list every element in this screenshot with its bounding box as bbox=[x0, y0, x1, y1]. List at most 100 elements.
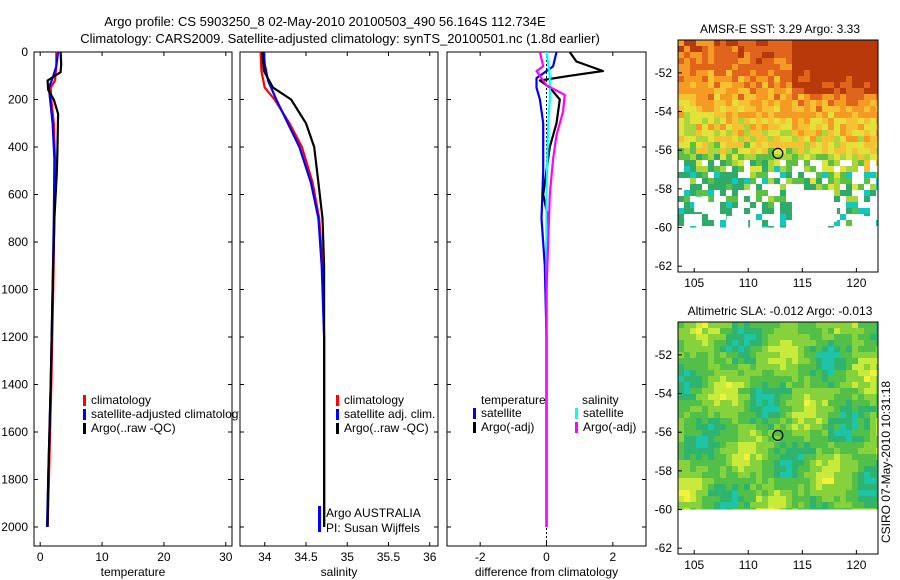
sst_map-cell bbox=[840, 76, 846, 82]
sla_map-cell bbox=[792, 412, 798, 418]
sst_map-cell bbox=[822, 58, 828, 64]
difference-series-salinity-satellite bbox=[545, 51, 551, 527]
sla_map-cell bbox=[726, 352, 732, 358]
sla_map-cell bbox=[798, 442, 804, 448]
sla_map-cell bbox=[678, 412, 684, 418]
sla_map-cell bbox=[804, 346, 810, 352]
sst_map-cell bbox=[828, 100, 834, 106]
sla_map-cell bbox=[834, 436, 840, 442]
sla_map-cell bbox=[816, 436, 822, 442]
sla_map-cell bbox=[678, 394, 684, 400]
sst_map-cell bbox=[678, 100, 684, 106]
sla_map-cell bbox=[726, 448, 732, 454]
temperature-ytick-label: 200 bbox=[8, 93, 28, 107]
sst_map-cell bbox=[792, 142, 798, 148]
sla_map-cell bbox=[738, 478, 744, 484]
sst_map-cell bbox=[744, 148, 750, 154]
sla_map-cell bbox=[876, 328, 878, 334]
sst_map-cell bbox=[810, 124, 816, 130]
sst_map-cell bbox=[696, 130, 702, 136]
sla_map-cell bbox=[702, 352, 708, 358]
sla_map-cell bbox=[810, 400, 816, 406]
sst_map-cell bbox=[810, 52, 816, 58]
sla_map-cell bbox=[690, 340, 696, 346]
sst_map-cell bbox=[870, 70, 876, 76]
sla_map-cell bbox=[840, 328, 846, 334]
sla_map-cell bbox=[696, 382, 702, 388]
sla_map-cell bbox=[876, 508, 878, 510]
sst_map-cell bbox=[738, 112, 744, 118]
sst_map-cell bbox=[708, 58, 714, 64]
sst_map-cell bbox=[792, 130, 798, 136]
sla_map-cell bbox=[738, 484, 744, 490]
sla_map-cell bbox=[858, 430, 864, 436]
sla_map-cell bbox=[726, 322, 732, 328]
sst_map-cell bbox=[858, 64, 864, 70]
sla_map-cell bbox=[792, 490, 798, 496]
sla_map-cell bbox=[828, 352, 834, 358]
sla_map-cell bbox=[798, 472, 804, 478]
sst_map-cell bbox=[720, 58, 726, 64]
sla_map-cell bbox=[696, 460, 702, 466]
salinity-xtick-label: 35 bbox=[341, 550, 355, 564]
sst_map-cell bbox=[678, 136, 684, 142]
sla_map-cell bbox=[852, 382, 858, 388]
sst_map-cell bbox=[690, 76, 696, 82]
sst_map-cell bbox=[786, 214, 792, 220]
sla_map-cell bbox=[816, 364, 822, 370]
sla_map-cell bbox=[864, 472, 870, 478]
sst_map-cell bbox=[750, 202, 756, 208]
sla_map-cell bbox=[714, 454, 720, 460]
sst_map-cell bbox=[762, 106, 768, 112]
sla_map-cell bbox=[828, 334, 834, 340]
sst_map-cell bbox=[732, 190, 738, 196]
sla_map-cell bbox=[756, 352, 762, 358]
sla_map-cell bbox=[780, 472, 786, 478]
sla_map-cell bbox=[786, 442, 792, 448]
sst_map-cell bbox=[684, 112, 690, 118]
difference-legend-left-1-label: Argo(-adj) bbox=[481, 420, 534, 434]
sst_map-xtick-label: 115 bbox=[793, 276, 812, 290]
sst_map-cell bbox=[858, 160, 864, 166]
sla_map-cell bbox=[714, 478, 720, 484]
sla_map-cell bbox=[858, 484, 864, 490]
sla_map-cell bbox=[756, 490, 762, 496]
sla_map-cell bbox=[828, 478, 834, 484]
sst_map-cell bbox=[768, 118, 774, 124]
sla_map-cell bbox=[792, 472, 798, 478]
sst_map-cell bbox=[696, 46, 702, 52]
sst_map-cell bbox=[870, 94, 876, 100]
sla_map-cell bbox=[714, 376, 720, 382]
sst_map-cell bbox=[828, 112, 834, 118]
sst_map-cell bbox=[846, 142, 852, 148]
sst_map-cell bbox=[678, 148, 684, 154]
sla_map-cell bbox=[678, 454, 684, 460]
sla_map-cell bbox=[822, 388, 828, 394]
sla_map-axes-box bbox=[677, 321, 879, 555]
sla_map-cell bbox=[762, 436, 768, 442]
sst_map-cell bbox=[690, 100, 696, 106]
sla_map-cell bbox=[756, 460, 762, 466]
sla_map-cell bbox=[780, 322, 786, 328]
sst_map-cell bbox=[822, 70, 828, 76]
sst_map-cell bbox=[702, 100, 708, 106]
sst_map-cell bbox=[840, 124, 846, 130]
sst_map-cell bbox=[768, 154, 774, 160]
difference-legend-left-title: temperature bbox=[481, 393, 546, 407]
sst_map-cell bbox=[774, 88, 780, 94]
sla_map-cell bbox=[696, 364, 702, 370]
sst_map-cell bbox=[690, 208, 696, 214]
sla_map-cell bbox=[780, 412, 786, 418]
sla_map-cell bbox=[696, 496, 702, 502]
sla_map-cell bbox=[852, 490, 858, 496]
sla_map-cell bbox=[816, 376, 822, 382]
sst_map-cell bbox=[690, 124, 696, 130]
sst_map-cell bbox=[780, 142, 786, 148]
sst_map-cell bbox=[756, 46, 762, 52]
sst_map-cell bbox=[846, 130, 852, 136]
sst_map-cell bbox=[852, 166, 858, 172]
sst_map-cell bbox=[762, 82, 768, 88]
sla_map-cell bbox=[864, 346, 870, 352]
sla_map-cell bbox=[696, 358, 702, 364]
sst_map-cell bbox=[810, 100, 816, 106]
